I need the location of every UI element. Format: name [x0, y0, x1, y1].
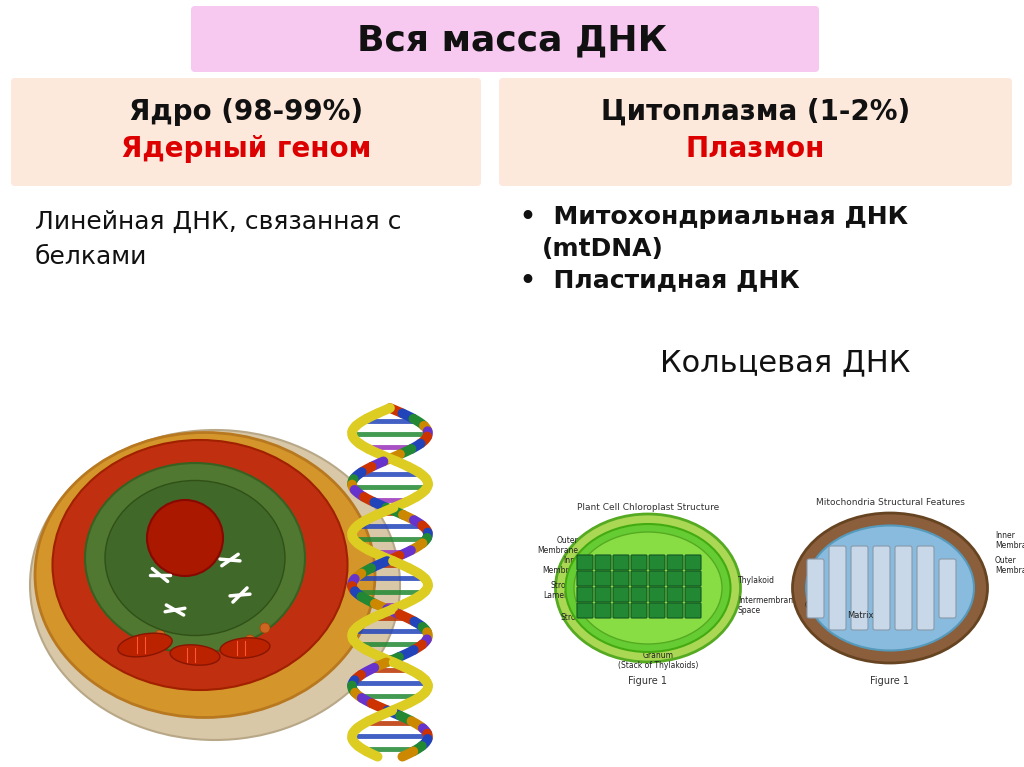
- FancyBboxPatch shape: [191, 6, 819, 72]
- FancyBboxPatch shape: [649, 603, 665, 618]
- FancyBboxPatch shape: [577, 555, 593, 570]
- Text: Stroma: Stroma: [560, 613, 588, 622]
- Ellipse shape: [793, 513, 987, 663]
- FancyBboxPatch shape: [685, 603, 701, 618]
- FancyBboxPatch shape: [631, 555, 647, 570]
- Ellipse shape: [30, 430, 400, 740]
- FancyBboxPatch shape: [649, 555, 665, 570]
- Circle shape: [245, 635, 255, 645]
- Ellipse shape: [806, 525, 974, 650]
- Circle shape: [260, 623, 270, 633]
- Ellipse shape: [85, 463, 305, 653]
- FancyBboxPatch shape: [939, 559, 956, 618]
- FancyBboxPatch shape: [851, 546, 868, 630]
- Text: Figure 1: Figure 1: [629, 676, 668, 686]
- FancyBboxPatch shape: [595, 555, 611, 570]
- Text: Outer
Membrane: Outer Membrane: [995, 555, 1024, 575]
- FancyBboxPatch shape: [667, 603, 683, 618]
- FancyBboxPatch shape: [631, 587, 647, 602]
- Ellipse shape: [35, 433, 375, 717]
- Text: Плазмон: Плазмон: [686, 135, 825, 163]
- FancyBboxPatch shape: [595, 571, 611, 586]
- Text: Inner
Membrane: Inner Membrane: [542, 555, 583, 575]
- FancyBboxPatch shape: [631, 571, 647, 586]
- Text: Линейная ДНК, связанная с: Линейная ДНК, связанная с: [35, 210, 401, 234]
- FancyBboxPatch shape: [613, 555, 629, 570]
- Text: Inner
Membrane: Inner Membrane: [995, 531, 1024, 550]
- Ellipse shape: [565, 524, 730, 652]
- FancyBboxPatch shape: [829, 546, 846, 630]
- FancyBboxPatch shape: [499, 78, 1012, 186]
- FancyBboxPatch shape: [613, 587, 629, 602]
- Text: Вся масса ДНК: Вся масса ДНК: [357, 23, 667, 57]
- FancyBboxPatch shape: [685, 571, 701, 586]
- Text: Ядро (98-99%): Ядро (98-99%): [129, 98, 364, 126]
- Circle shape: [147, 500, 223, 576]
- Text: Mitochondria Structural Features: Mitochondria Structural Features: [815, 498, 965, 507]
- FancyBboxPatch shape: [667, 571, 683, 586]
- Text: белками: белками: [35, 245, 147, 269]
- Text: Stroma
Lamellae: Stroma Lamellae: [543, 581, 578, 600]
- Text: Кольцевая ДНК: Кольцевая ДНК: [660, 348, 910, 377]
- Text: Outer
Membrane: Outer Membrane: [537, 535, 578, 555]
- Text: Thylakoid: Thylakoid: [738, 576, 775, 585]
- FancyBboxPatch shape: [613, 571, 629, 586]
- FancyBboxPatch shape: [807, 559, 824, 618]
- Ellipse shape: [170, 645, 220, 665]
- Text: Granum
(Stack of Thylakoids): Granum (Stack of Thylakoids): [617, 650, 698, 670]
- FancyBboxPatch shape: [577, 587, 593, 602]
- Circle shape: [170, 620, 180, 630]
- FancyBboxPatch shape: [649, 587, 665, 602]
- Ellipse shape: [220, 638, 270, 658]
- FancyBboxPatch shape: [918, 546, 934, 630]
- FancyBboxPatch shape: [631, 603, 647, 618]
- Text: •  Пластидная ДНК: • Пластидная ДНК: [520, 268, 800, 292]
- Text: Matrix: Matrix: [847, 611, 873, 620]
- Ellipse shape: [555, 514, 740, 662]
- Ellipse shape: [105, 480, 285, 636]
- FancyBboxPatch shape: [685, 587, 701, 602]
- FancyBboxPatch shape: [577, 603, 593, 618]
- FancyBboxPatch shape: [649, 571, 665, 586]
- FancyBboxPatch shape: [595, 587, 611, 602]
- FancyBboxPatch shape: [895, 546, 912, 630]
- FancyBboxPatch shape: [667, 587, 683, 602]
- Text: Plant Cell Chloroplast Structure: Plant Cell Chloroplast Structure: [577, 503, 719, 512]
- FancyBboxPatch shape: [873, 546, 890, 630]
- FancyBboxPatch shape: [685, 555, 701, 570]
- Ellipse shape: [574, 532, 722, 644]
- FancyBboxPatch shape: [11, 78, 481, 186]
- Circle shape: [155, 630, 165, 640]
- Ellipse shape: [52, 440, 347, 690]
- Ellipse shape: [118, 634, 172, 657]
- Text: Intermembrane
Space: Intermembrane Space: [738, 596, 798, 615]
- Text: Figure 1: Figure 1: [870, 676, 909, 686]
- Text: (mtDNA): (mtDNA): [542, 237, 664, 261]
- Text: Ядерный геном: Ядерный геном: [121, 135, 371, 163]
- Text: Cristae: Cristae: [805, 601, 833, 610]
- FancyBboxPatch shape: [667, 555, 683, 570]
- FancyBboxPatch shape: [577, 571, 593, 586]
- Text: Цитоплазма (1-2%): Цитоплазма (1-2%): [601, 98, 910, 126]
- Text: •  Митохондриальная ДНК: • Митохондриальная ДНК: [520, 205, 908, 229]
- FancyBboxPatch shape: [595, 603, 611, 618]
- FancyBboxPatch shape: [613, 603, 629, 618]
